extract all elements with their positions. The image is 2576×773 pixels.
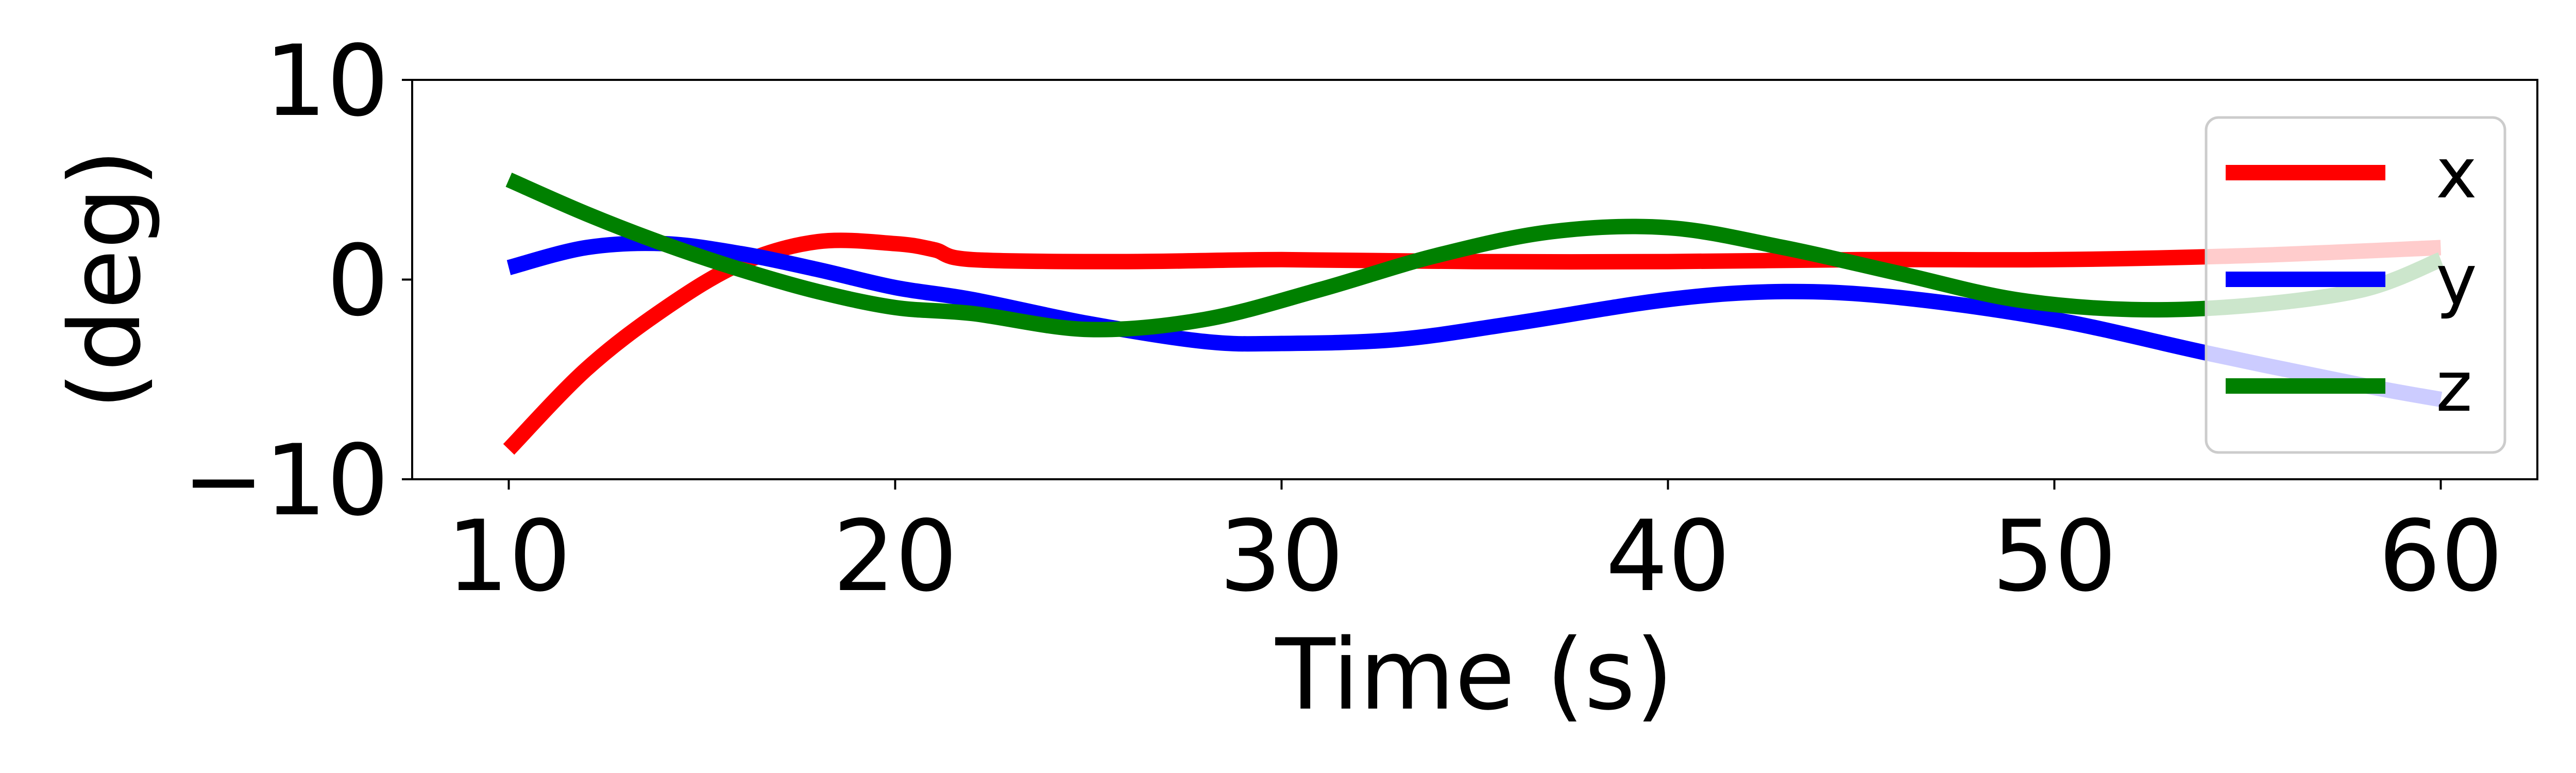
series-line-z bbox=[505, 173, 2444, 338]
series-lines bbox=[503, 173, 2444, 455]
series-line-y bbox=[506, 236, 2443, 407]
x-tick-label: 10 bbox=[447, 499, 571, 613]
x-tick-label: 50 bbox=[1992, 499, 2117, 613]
x-tick-label: 40 bbox=[1606, 499, 1731, 613]
legend: xyz bbox=[2205, 116, 2506, 454]
legend-label-y: y bbox=[2436, 240, 2477, 321]
x-tick-label: 60 bbox=[2379, 499, 2503, 613]
legend-label-z: z bbox=[2436, 346, 2472, 427]
y-axis: −10 0 10 bbox=[182, 24, 412, 537]
x-axis: 10 20 30 40 50 60 bbox=[447, 479, 2503, 613]
legend-label-x: x bbox=[2436, 133, 2477, 214]
x-axis-title: Time (s) bbox=[1275, 618, 1674, 732]
y-tick-label: 0 bbox=[327, 224, 389, 338]
x-tick-label: 30 bbox=[1219, 499, 1344, 613]
y-tick-label: 10 bbox=[264, 24, 389, 138]
y-axis-title: (deg) bbox=[48, 149, 162, 410]
y-tick-label: −10 bbox=[182, 424, 389, 537]
x-tick-label: 20 bbox=[833, 499, 958, 613]
